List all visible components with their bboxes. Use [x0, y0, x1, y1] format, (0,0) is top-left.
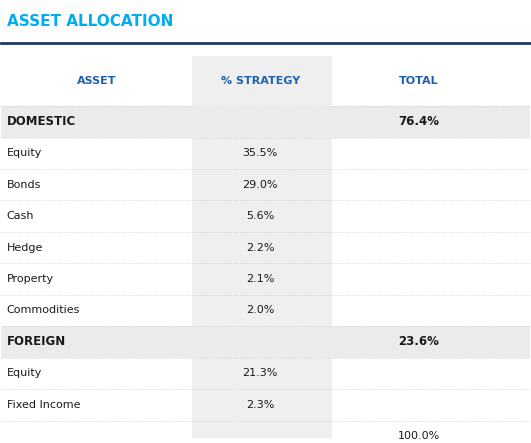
Bar	[2, 326, 529, 358]
Text: Fixed Income: Fixed Income	[7, 400, 80, 410]
Text: Equity: Equity	[7, 148, 42, 158]
Text: 21.3%: 21.3%	[243, 369, 278, 378]
Text: 2.3%: 2.3%	[246, 400, 275, 410]
Text: 100.0%: 100.0%	[398, 431, 440, 441]
Text: Bonds: Bonds	[7, 180, 41, 190]
Text: 29.0%: 29.0%	[243, 180, 278, 190]
Bar	[192, 326, 331, 358]
Text: FOREIGN: FOREIGN	[7, 335, 66, 349]
Text: Cash: Cash	[7, 211, 34, 221]
Bar	[2, 106, 529, 138]
Text: DOMESTIC: DOMESTIC	[7, 115, 76, 128]
Text: 2.2%: 2.2%	[246, 243, 275, 253]
Bar	[192, 420, 331, 443]
Text: Hedge: Hedge	[7, 243, 43, 253]
Text: Property: Property	[7, 274, 54, 284]
Text: 35.5%: 35.5%	[243, 148, 278, 158]
Bar	[192, 56, 331, 443]
Bar	[192, 106, 331, 138]
Text: ASSET: ASSET	[76, 76, 116, 86]
Text: 76.4%: 76.4%	[398, 115, 439, 128]
Text: 5.6%: 5.6%	[246, 211, 275, 221]
Text: TOTAL: TOTAL	[399, 76, 439, 86]
Text: Commodities: Commodities	[7, 306, 80, 315]
Text: % STRATEGY: % STRATEGY	[220, 76, 300, 86]
Text: 2.1%: 2.1%	[246, 274, 275, 284]
Text: 23.6%: 23.6%	[398, 335, 439, 349]
Text: Equity: Equity	[7, 369, 42, 378]
Text: ASSET ALLOCATION: ASSET ALLOCATION	[7, 15, 173, 30]
Text: 2.0%: 2.0%	[246, 306, 275, 315]
